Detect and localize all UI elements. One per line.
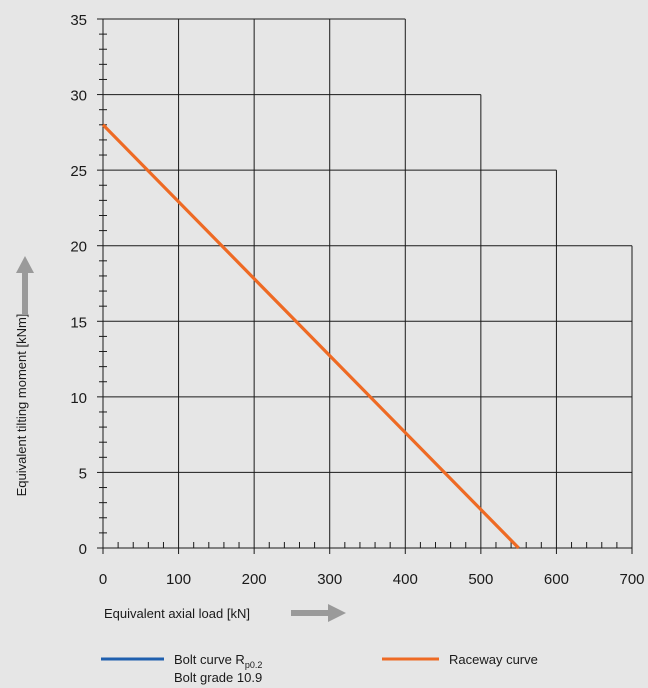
x-tick-label: 500 (468, 571, 493, 588)
x-tick-label: 0 (99, 571, 107, 588)
y-tick-label: 15 (70, 314, 87, 331)
y-tick-label: 5 (79, 465, 87, 482)
y-tick-label: 20 (70, 239, 87, 256)
x-axis-title: Equivalent axial load [kN] (104, 606, 250, 621)
legend-label-bolt-curve-main: Bolt curve R (174, 652, 245, 667)
x-tick-label: 400 (393, 571, 418, 588)
y-direction-arrow-icon (16, 256, 34, 314)
x-tick-label: 200 (242, 571, 267, 588)
x-direction-arrow-icon (291, 604, 346, 622)
x-tick-label: 600 (544, 571, 569, 588)
x-tick-label: 700 (619, 571, 644, 588)
y-tick-label: 35 (70, 12, 87, 29)
legend-label-bolt-grade: Bolt grade 10.9 (174, 670, 262, 685)
legend-label-raceway-curve: Raceway curve (449, 652, 538, 667)
y-tick-label: 10 (70, 390, 87, 407)
x-tick-labels: 0 100 200 300 400 500 600 700 (99, 571, 645, 588)
series-layer (101, 123, 520, 550)
legend-item-raceway-curve: Raceway curve (382, 652, 538, 667)
y-tick-label: 0 (79, 541, 87, 558)
grid (103, 18, 633, 548)
y-tick-label: 25 (70, 163, 87, 180)
y-tick-label: 30 (70, 88, 87, 105)
x-tick-label: 100 (166, 571, 191, 588)
minor-ticks (97, 18, 633, 554)
legend: Bolt curve Rp0.2 Bolt grade 10.9 Raceway… (101, 652, 538, 685)
y-axis-title: Equivalent tilting moment [kNm] (14, 314, 29, 497)
legend-label-bolt-curve-subscript: p0.2 (245, 660, 263, 670)
series-line-raceway-curve (101, 123, 520, 550)
legend-item-bolt-curve: Bolt curve Rp0.2 Bolt grade 10.9 (101, 652, 262, 685)
axes (102, 19, 632, 549)
x-tick-label: 300 (317, 571, 342, 588)
legend-label-bolt-curve: Bolt curve Rp0.2 (174, 652, 262, 670)
y-tick-labels: 0 5 10 15 20 25 30 35 (70, 12, 87, 558)
